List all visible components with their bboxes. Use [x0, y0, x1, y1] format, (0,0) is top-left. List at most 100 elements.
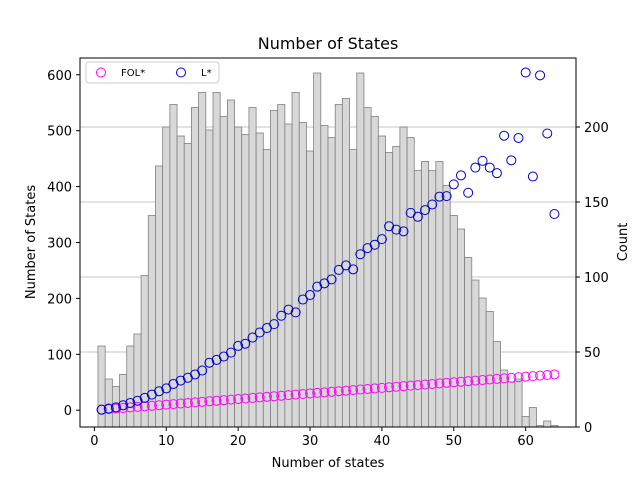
histogram-bar: [478, 297, 487, 428]
x-tick-label: 30: [302, 434, 319, 449]
data-point: [412, 211, 423, 222]
histogram-bars: [97, 72, 559, 428]
data-point: [110, 402, 121, 413]
data-point: [190, 397, 201, 408]
legend: FOL* L*: [85, 61, 220, 84]
histogram-bar: [492, 341, 501, 428]
data-point: [283, 304, 294, 315]
data-point: [132, 395, 143, 406]
data-point: [305, 290, 316, 301]
series-lstar: [96, 67, 560, 415]
histogram-bar: [521, 416, 530, 428]
data-point: [240, 338, 251, 349]
data-point: [470, 162, 481, 173]
histogram-bar: [528, 407, 537, 428]
scatter-points: [96, 67, 560, 415]
data-point: [103, 403, 114, 414]
x-tick-label: 10: [158, 434, 175, 449]
data-point: [297, 294, 308, 305]
histogram-bar: [514, 378, 523, 428]
data-point: [513, 132, 524, 143]
y-right-tick-label: 100: [584, 271, 609, 286]
data-point: [261, 391, 272, 402]
histogram-bar: [234, 126, 243, 428]
data-point: [463, 376, 474, 387]
data-point: [254, 392, 265, 403]
x-tick-label: 60: [517, 434, 534, 449]
data-point: [326, 274, 337, 285]
histogram-bar: [126, 345, 135, 428]
y-left-tick-label: 100: [47, 348, 72, 363]
data-point: [369, 239, 380, 250]
data-point: [391, 381, 402, 392]
data-point: [175, 398, 186, 409]
data-point: [348, 385, 359, 396]
histogram-bar: [104, 378, 113, 428]
data-point: [204, 396, 215, 407]
data-point: [168, 399, 179, 410]
data-point: [118, 402, 129, 413]
x-tick-label: 50: [446, 434, 463, 449]
y-axis-right-label: Count: [616, 223, 631, 262]
data-point: [283, 390, 294, 401]
histogram-bar: [226, 99, 235, 428]
data-point: [499, 130, 510, 141]
data-point: [154, 400, 165, 411]
data-point: [319, 387, 330, 398]
series-fol: [96, 369, 560, 415]
data-point: [448, 179, 459, 190]
data-point: [290, 389, 301, 400]
histogram-bar: [270, 110, 279, 428]
histogram-bar: [370, 116, 379, 428]
histogram-bar: [262, 149, 271, 428]
data-point: [455, 170, 466, 181]
data-point: [369, 383, 380, 394]
x-tick-label: 40: [374, 434, 391, 449]
data-point: [455, 376, 466, 387]
data-point: [240, 393, 251, 404]
data-point: [463, 187, 474, 198]
data-point: [441, 377, 452, 388]
data-point: [412, 380, 423, 391]
histogram-bar: [169, 104, 178, 428]
data-point: [247, 332, 258, 343]
data-point: [276, 310, 287, 321]
data-point: [197, 365, 208, 376]
data-point: [477, 375, 488, 386]
histogram-bar: [241, 134, 250, 428]
histogram-bar: [313, 72, 322, 428]
data-point: [118, 400, 129, 411]
data-point: [484, 162, 495, 173]
data-point: [96, 404, 107, 415]
data-point: [348, 264, 359, 275]
legend-marker-lstar: [176, 67, 186, 78]
data-point: [312, 387, 323, 398]
data-point: [161, 399, 172, 410]
histogram-bar: [543, 420, 552, 428]
x-tick-label: 20: [230, 434, 247, 449]
data-point: [197, 396, 208, 407]
histogram-bar: [341, 98, 350, 428]
y-left-tick-label: 300: [47, 237, 72, 252]
data-point: [125, 402, 136, 413]
data-point: [175, 375, 186, 386]
histogram-bar: [162, 126, 171, 428]
data-point: [376, 234, 387, 245]
legend-label-fol: FOL*: [121, 68, 145, 79]
histogram-bar: [507, 381, 516, 428]
histogram-bar: [277, 104, 286, 428]
data-point: [225, 394, 236, 405]
data-point: [305, 388, 316, 399]
data-point: [355, 384, 366, 395]
data-point: [398, 226, 409, 237]
data-point: [520, 371, 531, 382]
y-axis-right-ticks: 0 50 100 150 200: [576, 121, 609, 436]
chart-title: Number of States: [258, 34, 399, 53]
histogram-bar: [291, 92, 300, 428]
data-point: [154, 386, 165, 397]
data-point: [247, 392, 258, 403]
histogram-bar: [198, 92, 207, 428]
data-point: [527, 171, 538, 182]
histogram-bar: [298, 122, 307, 428]
